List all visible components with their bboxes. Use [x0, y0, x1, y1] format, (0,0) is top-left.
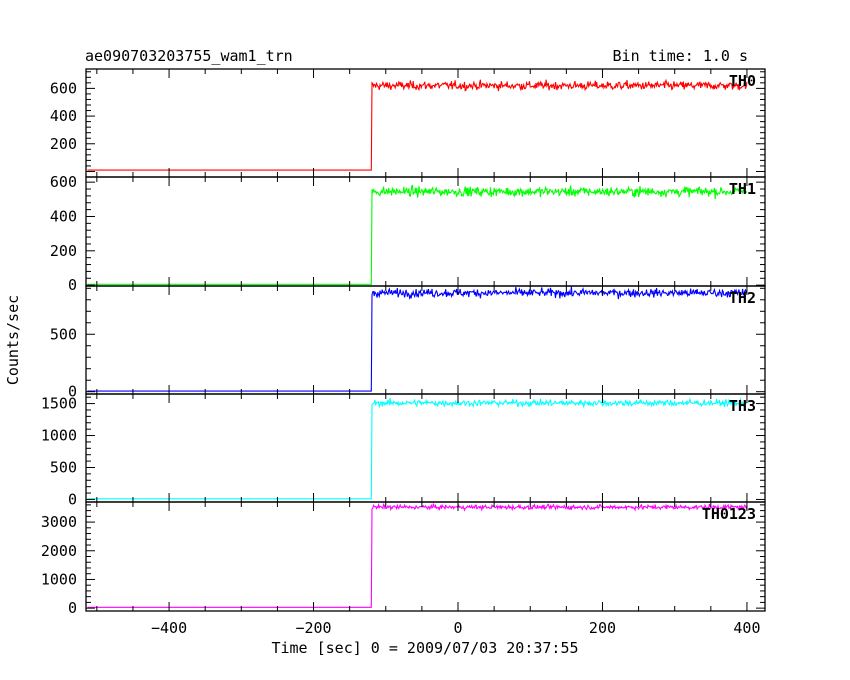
panel-frame [85, 501, 766, 612]
panel-label-th2: TH2 [729, 289, 756, 307]
y-tick-label: 500 [50, 325, 77, 343]
panel-frame [85, 393, 766, 503]
series-line-th2 [87, 286, 748, 392]
panel-label-th0: TH0 [729, 72, 756, 90]
x-tick-labels: −400 −200 0 200 400 [151, 619, 760, 637]
y-tick-label: 2000 [41, 542, 77, 560]
x-tick-label: −200 [295, 619, 331, 637]
bin-time-label: Bin time: 1.0 s [613, 47, 748, 65]
series-line-th3 [87, 397, 748, 500]
x-tick-label: −400 [151, 619, 187, 637]
y-tick-label: 0 [68, 276, 77, 294]
y-tick-label: 400 [50, 107, 77, 125]
y-tick-label: 0 [68, 383, 77, 401]
y-tick-label: 3000 [41, 513, 77, 531]
panel-label-th3: TH3 [729, 397, 756, 415]
chart-title: ae090703203755_wam1_trn [85, 47, 293, 65]
series-line-th0 [87, 78, 748, 171]
series-line-th0123 [87, 502, 748, 608]
panel-frame [85, 285, 766, 395]
y-tick-label: 1000 [41, 570, 77, 588]
panel-label-th0123: TH0123 [702, 505, 756, 523]
y-tick-label: 1000 [41, 427, 77, 445]
x-tick-label: 200 [589, 619, 616, 637]
y-tick-label: 200 [50, 135, 77, 153]
y-tick-label: 0 [68, 599, 77, 617]
y-tick-label: 1500 [41, 395, 77, 413]
x-tick-label: 400 [733, 619, 760, 637]
y-tick-label: 500 [50, 458, 77, 476]
panel-th1: 0 200 400 600 TH1 [50, 173, 766, 294]
panel-th0123: 0 1000 2000 3000 TH0123 [41, 501, 766, 617]
x-tick-label: 0 [453, 619, 462, 637]
panel-label-th1: TH1 [729, 180, 756, 198]
y-tick-label: 400 [50, 207, 77, 225]
series-line-th1 [87, 184, 748, 285]
y-tick-label: 600 [50, 79, 77, 97]
y-axis-label: Counts/sec [4, 295, 22, 385]
panel-th3: 0 500 1000 1500 TH3 [41, 393, 766, 508]
x-axis-label: Time [sec] 0 = 2009/07/03 20:37:55 [271, 639, 578, 657]
panel-th0: 200 400 600 TH0 [50, 68, 766, 178]
panel-th2: 0 500 TH2 [50, 285, 766, 401]
panels-group: 200 400 600 TH0 0 200 400 600 TH1 0 500 TH2 0 500 1000… [41, 68, 766, 617]
y-tick-label: 0 [68, 490, 77, 508]
y-tick-label: 600 [50, 173, 77, 191]
y-tick-label: 200 [50, 242, 77, 260]
